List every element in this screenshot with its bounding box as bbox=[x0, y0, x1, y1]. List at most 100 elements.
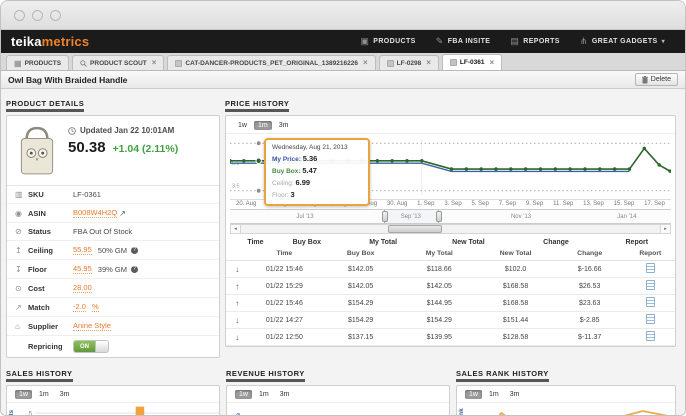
cost-value[interactable]: 28.00 bbox=[73, 283, 92, 293]
price-up-icon: ↑ bbox=[235, 298, 240, 308]
grid-icon: ▦ bbox=[14, 58, 22, 68]
fba-insite-icon: ✎ bbox=[435, 36, 444, 46]
range-3m-button[interactable]: 3m bbox=[279, 391, 290, 398]
revenue-history-title: REVENUE HISTORY bbox=[226, 369, 305, 382]
range-3m-button[interactable]: 3m bbox=[509, 391, 520, 398]
tab-products[interactable]: ▦ PRODUCTS bbox=[6, 55, 70, 70]
supplier-value[interactable]: Anine Style bbox=[73, 321, 111, 331]
tab-lf-0298[interactable]: LF-0298 × bbox=[378, 55, 439, 70]
report-icon[interactable] bbox=[645, 280, 655, 290]
account-icon: ⋔ bbox=[579, 36, 588, 46]
reprice-table: Time Buy Box My Total New Total Change R… bbox=[226, 248, 675, 346]
product-image bbox=[20, 126, 54, 175]
report-icon[interactable] bbox=[645, 314, 655, 324]
sales-history-chart[interactable]: 5 2.5 bbox=[16, 403, 219, 415]
report-icon[interactable] bbox=[645, 297, 655, 307]
detail-row-repricing: Repricing ON bbox=[7, 336, 219, 357]
tab-product-scout[interactable]: PRODUCT SCOUT × bbox=[72, 55, 165, 70]
floor-value[interactable]: 45.95 bbox=[73, 264, 92, 274]
range-1w-button[interactable]: 1w bbox=[15, 390, 32, 399]
match-icon: ↗ bbox=[15, 302, 22, 312]
sales-y-axis-label: Total Units bbox=[7, 403, 16, 415]
revenue-history-chart[interactable]: 500 bbox=[243, 403, 449, 415]
ceiling-value[interactable]: 55.95 bbox=[73, 245, 92, 255]
price-history-chart[interactable]: 5.5 3.5 bbox=[230, 135, 671, 207]
chart-scrollbar[interactable]: ◂ ▸ bbox=[230, 224, 671, 234]
navigator-handle-right[interactable] bbox=[435, 211, 442, 222]
column-header-my-total[interactable]: My Total bbox=[401, 248, 478, 261]
nav-reports[interactable]: ▤ REPORTS bbox=[510, 36, 560, 46]
close-tab-icon[interactable]: × bbox=[362, 58, 368, 67]
teikametrics-logo: teikametrics bbox=[11, 34, 90, 49]
column-header-buy-box[interactable]: Buy Box bbox=[320, 248, 402, 261]
repricing-toggle[interactable]: ON bbox=[73, 340, 109, 353]
table-row: ↑ 01/22 15:46 $154.29 $144.95 $168.58 $23.63 bbox=[226, 294, 675, 312]
range-1w-button[interactable]: 1w bbox=[235, 390, 252, 399]
range-1m-button[interactable]: 1m bbox=[488, 391, 499, 398]
trash-icon bbox=[641, 75, 648, 83]
price-change: +1.04 (2.11%) bbox=[112, 143, 179, 155]
rank-y-axis-label: Sales Rank in bbox=[457, 403, 473, 415]
floor-icon: ↧ bbox=[15, 264, 22, 274]
column-header-report[interactable]: Report bbox=[625, 248, 675, 261]
range-1w-button[interactable]: 1w bbox=[238, 122, 247, 129]
report-icon[interactable] bbox=[645, 331, 655, 341]
window-titlebar bbox=[1, 1, 685, 30]
tab-lf-0361[interactable]: LF-0361 × bbox=[441, 54, 503, 70]
range-1m-button[interactable]: 1m bbox=[258, 391, 269, 398]
tab-bar: ▦ PRODUCTS PRODUCT SCOUT × CAT-DANCER-PROD… bbox=[1, 53, 685, 71]
scroll-thumb[interactable] bbox=[387, 225, 443, 233]
sales-rank-chart[interactable]: 500 200 bbox=[473, 403, 675, 415]
report-icon[interactable] bbox=[645, 263, 655, 273]
document-icon bbox=[386, 59, 394, 67]
delete-button[interactable]: Delete bbox=[634, 73, 678, 86]
sales-rank-history-panel: SALES RANK HISTORY 1w 1m 3m Sales Rank i… bbox=[456, 363, 676, 415]
page-title: Owl Bag With Braided Handle bbox=[8, 74, 128, 85]
range-3m-button[interactable]: 3m bbox=[278, 122, 289, 129]
close-tab-icon[interactable]: × bbox=[489, 57, 495, 67]
product-details-panel: PRODUCT DETAILS bbox=[6, 93, 220, 358]
price-history-panel: PRICE HISTORY 1w 1m 3m 5.5 3.5 bbox=[225, 93, 676, 347]
close-tab-icon[interactable]: × bbox=[151, 58, 157, 67]
match-value[interactable]: -2.0 bbox=[73, 302, 86, 312]
table-header-row: Time Buy Box My Total New Total Change R… bbox=[226, 248, 675, 261]
range-1w-button[interactable]: 1w bbox=[465, 390, 482, 399]
asin-link[interactable]: B008W4H2Q bbox=[73, 208, 118, 218]
detail-row-sku: ▥ SKU LF-0361 bbox=[7, 186, 219, 204]
reports-icon: ▤ bbox=[510, 36, 520, 46]
toggle-handle bbox=[95, 341, 108, 352]
range-1m-button[interactable]: 1m bbox=[38, 391, 49, 398]
current-price: 50.38 bbox=[68, 139, 106, 156]
navigator-handle-left[interactable] bbox=[381, 211, 388, 222]
close-tab-icon[interactable]: × bbox=[426, 58, 431, 67]
info-icon[interactable]: ? bbox=[130, 246, 138, 254]
range-3m-button[interactable]: 3m bbox=[59, 391, 70, 398]
nav-fba-insite[interactable]: ✎ FBA INSITE bbox=[435, 36, 491, 46]
svg-text:3.5: 3.5 bbox=[232, 184, 240, 190]
column-header-time[interactable]: Time bbox=[248, 248, 321, 261]
nav-products[interactable]: ▣ PRODUCTS bbox=[360, 36, 416, 46]
column-header-change[interactable]: Change bbox=[553, 248, 626, 261]
info-icon[interactable]: ? bbox=[130, 265, 138, 273]
svg-text:5: 5 bbox=[28, 411, 32, 415]
scroll-right-button[interactable]: ▸ bbox=[660, 225, 670, 233]
price-down-icon: ↓ bbox=[235, 264, 240, 274]
main-nav: ▣ PRODUCTS ✎ FBA INSITE ▤ REPORTS ⋔ GREAT GA… bbox=[350, 30, 675, 53]
table-row: ↓ 01/22 14:27 $154.29 $154.29 $151.44 $-2.85 bbox=[226, 311, 675, 329]
minimize-window-button[interactable] bbox=[32, 9, 43, 21]
document-icon bbox=[175, 59, 183, 67]
revenue-y-axis-label: Total Revenue bbox=[227, 403, 243, 415]
price-range-controls: 1w 1m 3m bbox=[226, 116, 675, 134]
zoom-window-button[interactable] bbox=[50, 9, 61, 21]
column-header-new-total[interactable]: New Total bbox=[477, 248, 554, 261]
tab-cat-dancer-report[interactable]: CAT-DANCER-PRODUCTS_PET_ORIGINAL_1389216… bbox=[167, 55, 376, 70]
range-1m-button[interactable]: 1m bbox=[253, 121, 272, 130]
chart-tooltip: Wednesday, Aug 21, 2013 My Price: 5.36 B… bbox=[264, 138, 370, 207]
nav-account-menu[interactable]: ⋔ GREAT GADGETS ▾ bbox=[579, 36, 665, 46]
chart-navigator[interactable]: Jul '13 Sep '13 Nov '13 Jan '14 bbox=[230, 209, 671, 224]
navigator-selection[interactable] bbox=[381, 210, 442, 223]
close-window-button[interactable] bbox=[14, 9, 25, 21]
match-unit[interactable]: % bbox=[91, 302, 99, 312]
scroll-left-button[interactable]: ◂ bbox=[231, 225, 241, 233]
